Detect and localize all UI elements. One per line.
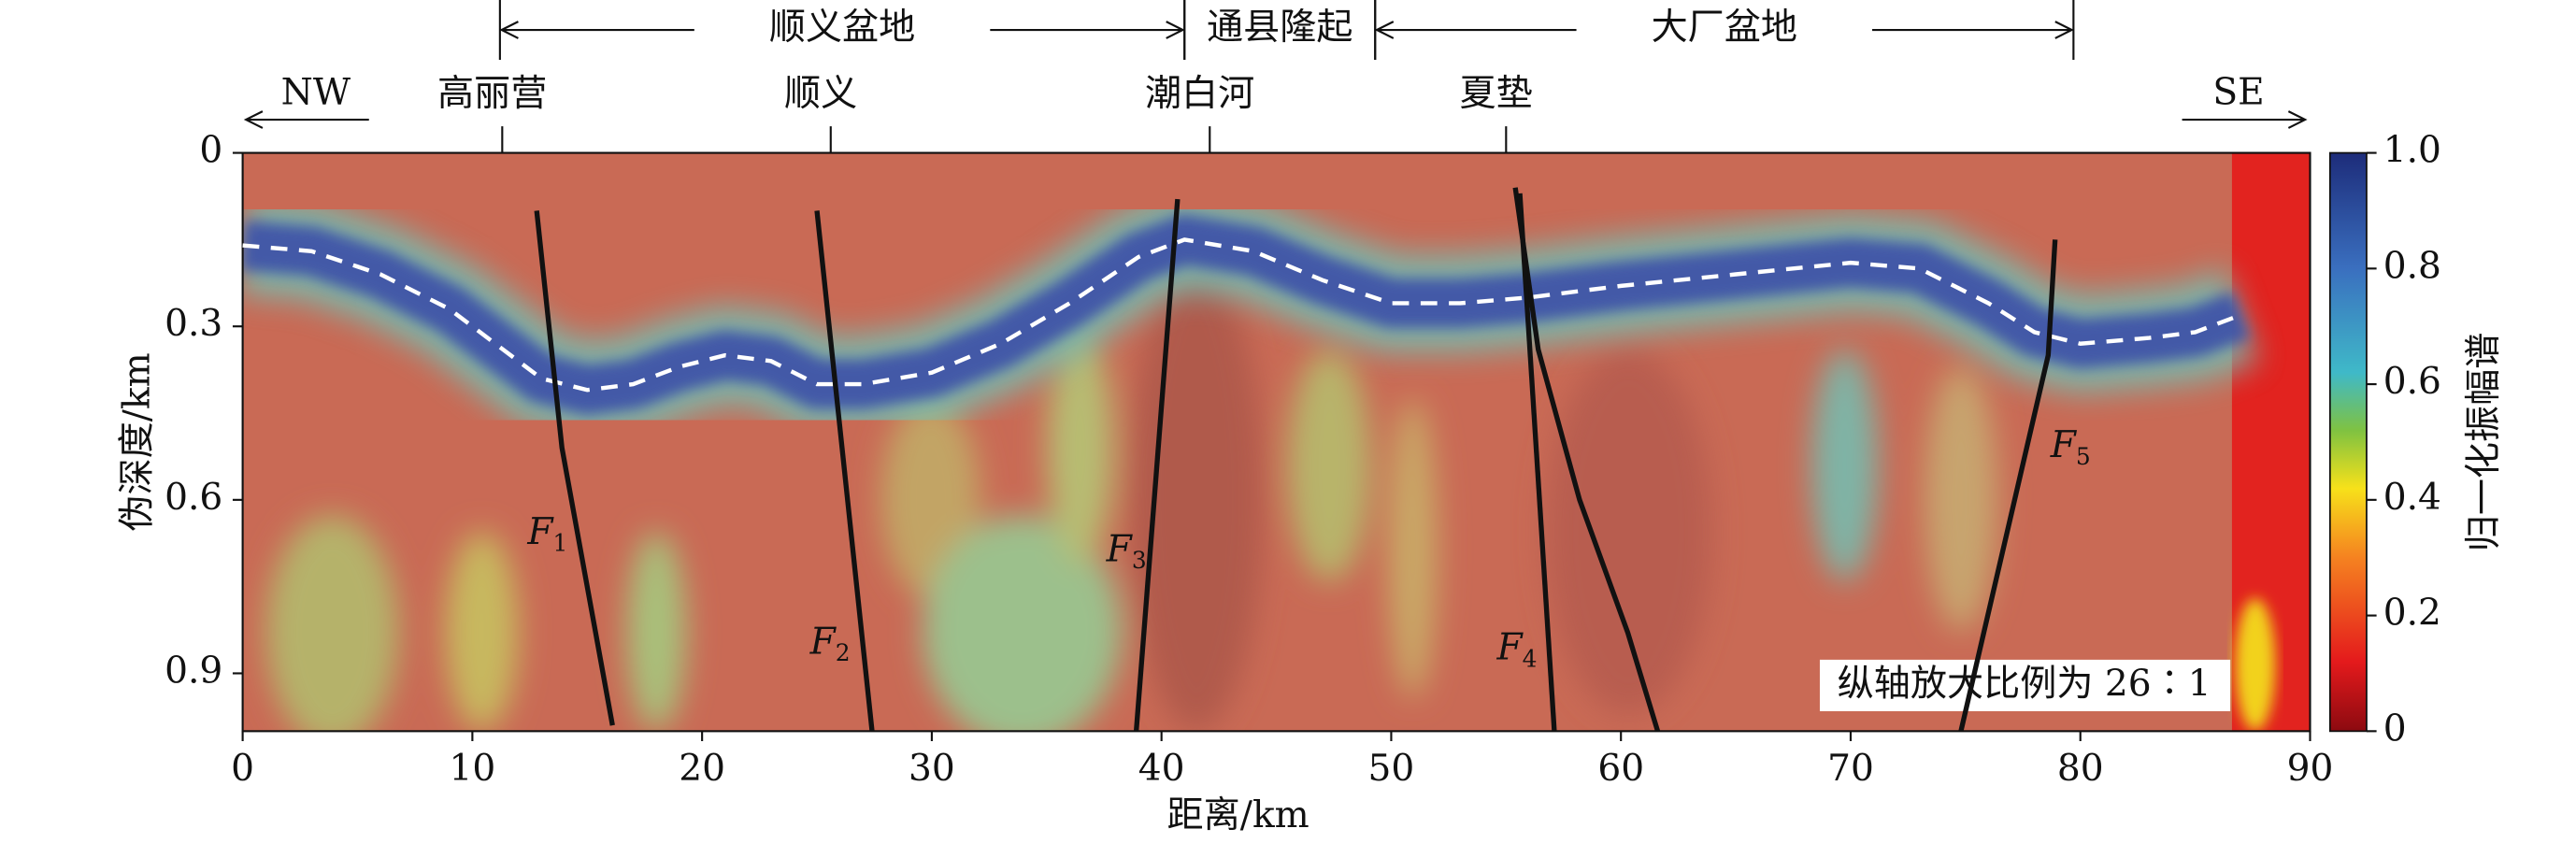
fault-letter: F [526,511,554,553]
fault-subscript: 3 [1132,547,1147,574]
fault-letter: F [1496,627,1524,669]
fault-subscript: 4 [1523,645,1538,672]
x-axis-label: 距离/km [1167,794,1309,836]
fault-label: F5 [2050,424,2091,469]
region-arrow [1374,21,1577,39]
fault-letter: F [2050,424,2078,466]
colorbar-tick-label: 1.0 [2383,130,2441,172]
place-label: 夏垫 [1460,73,1533,115]
fault-line [1512,187,1661,733]
place-label: 高丽营 [437,73,547,115]
place-label: 潮白河 [1145,73,1254,115]
colorbar [2328,151,2368,733]
region-label: 通县隆起 [1207,7,1352,49]
x-tick-label: 10 [449,748,495,790]
fault-label: F1 [526,511,567,556]
x-tick-label: 40 [1138,748,1185,790]
colorbar-tick-label: 0.6 [2383,361,2441,403]
region-arrow [1872,21,2074,39]
region-label: 大厂盆地 [1652,7,1797,49]
heatmap-edge-patch [2235,598,2276,732]
fault-line [1517,193,1557,732]
fault-subscript: 5 [2076,442,2091,469]
y-tick-label: 0 [199,130,222,172]
colorbar-tick-label: 0 [2383,707,2407,750]
x-tick-label: 90 [2287,748,2334,790]
region-arrow [499,21,694,39]
x-tick-label: 30 [909,748,955,790]
fault-letter: F [1106,529,1134,571]
fault-letter: F [809,622,837,664]
y-tick-label: 0.6 [165,477,222,519]
fault-label: F2 [809,622,851,666]
fault-subscript: 2 [836,639,851,666]
direction-right: SE [2212,71,2264,113]
region-arrow [990,21,1185,39]
region-label: 顺义盆地 [769,7,915,49]
x-tick-label: 20 [679,748,725,790]
x-tick-label: 70 [1827,748,1874,790]
y-tick-label: 0.9 [165,650,222,692]
colorbar-tick-label: 0.2 [2383,593,2441,635]
colorbar-tick-label: 0.8 [2383,245,2441,287]
place-label: 顺义 [784,73,857,115]
x-tick-label: 60 [1597,748,1644,790]
plot-frame [241,151,2311,733]
x-tick-label: 50 [1368,748,1415,790]
fault-label: F4 [1496,627,1537,672]
fault-line [534,210,615,726]
direction-arrow-left [243,110,369,129]
colorbar-tick-label: 0.4 [2383,477,2441,519]
y-axis-label: 伪深度/km [116,352,158,531]
fault-line [1133,198,1181,732]
fault-line [814,210,875,732]
fault-subscript: 1 [553,529,568,556]
heatmap-patches [265,265,1998,732]
x-tick-label: 80 [2057,748,2104,790]
fault-line [1958,239,2058,732]
annotation: 纵轴放大比例为 26∶1 [1838,663,2211,705]
fault-label: F3 [1106,529,1147,574]
direction-left: NW [281,71,351,113]
y-tick-label: 0.3 [165,303,222,345]
annotation-box [1819,659,2231,712]
x-tick-label: 0 [231,748,254,790]
colorbar-label: 归一化振幅谱 [2463,333,2505,552]
direction-arrow-right [2182,110,2308,129]
